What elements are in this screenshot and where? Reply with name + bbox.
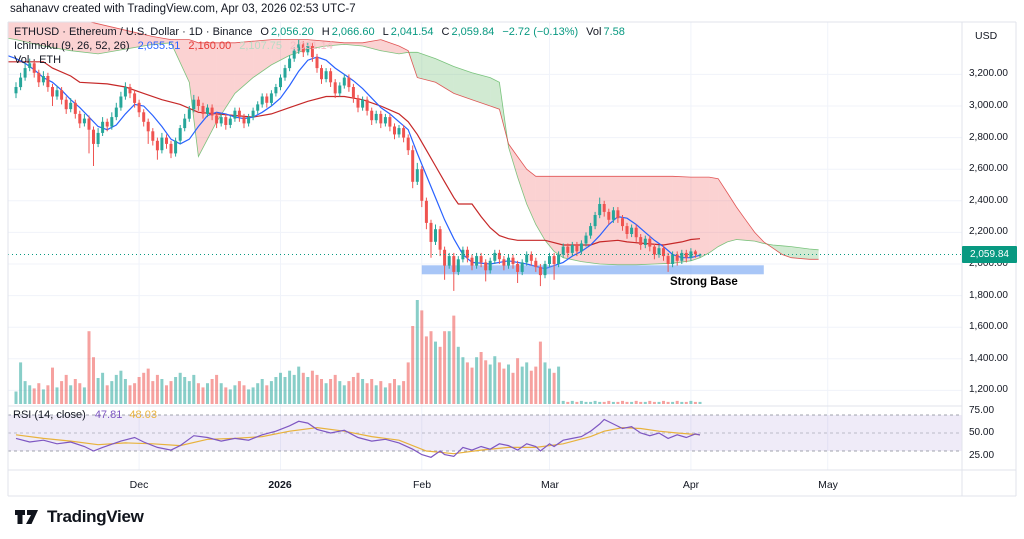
ichimoku-value: 2,107.75 xyxy=(239,40,283,52)
time-tick-Dec: Dec xyxy=(129,479,149,491)
rsi-title[interactable]: RSI (14, close) xyxy=(13,409,86,421)
ichimoku-title[interactable]: Ichimoku (9, 26, 52, 26) xyxy=(14,40,130,52)
time-tick-May: May xyxy=(818,479,838,491)
time-tick-Apr: Apr xyxy=(682,479,700,491)
volume-indicator-title[interactable]: Vol · ETH xyxy=(14,54,62,66)
change-value: −2.72 (−0.13%) xyxy=(502,26,579,38)
ohlc-value: 2,041.54 xyxy=(390,26,434,38)
attribution-text: sahanavv created with TradingView.com, A… xyxy=(10,3,356,15)
ohlc-value: 2,066.60 xyxy=(331,26,375,38)
price-tick: 1,400.00 xyxy=(969,353,1008,364)
vol-label: Vol xyxy=(586,26,602,38)
rsi-value: 47.81 xyxy=(94,409,123,421)
price-tick: 2,600.00 xyxy=(969,163,1008,174)
price-tick: 3,200.00 xyxy=(969,68,1008,79)
volume-legend-row[interactable]: Vol · ETH xyxy=(14,54,63,66)
rsi-tick: 75.00 xyxy=(969,405,995,416)
price-tick: 2,400.00 xyxy=(969,195,1008,206)
ichimoku-legend-row[interactable]: Ichimoku (9, 26, 52, 26) 2,055.51 2,160.00… xyxy=(14,40,337,52)
price-tick: 1,200.00 xyxy=(969,384,1008,395)
tradingview-logo-text: TradingView xyxy=(47,507,144,526)
vol-value: 7.58 xyxy=(603,26,625,38)
ohlc-label: C xyxy=(441,26,450,38)
price-tick: 3,000.00 xyxy=(969,100,1008,111)
symbol-legend-row[interactable]: ETHUSD · Ethereum / U.S. Dollar · 1D · B… xyxy=(14,26,629,38)
ichimoku-value: 2,091.14 xyxy=(290,40,333,52)
ohlc-values: O 2,056.20 H 2,066.60 L 2,041.54 C 2,059.84 −2.7… xyxy=(254,26,626,38)
time-tick-2026: 2026 xyxy=(268,479,292,491)
time-tick-Feb: Feb xyxy=(412,479,432,491)
price-tick: 1,600.00 xyxy=(969,321,1008,332)
rsi-legend-row[interactable]: RSI (14, close) 47.81 48.03 xyxy=(13,409,157,421)
ohlc-value: 2,059.84 xyxy=(451,26,495,38)
currency-label: USD xyxy=(975,30,998,42)
current-price-badge: 2,059.84 xyxy=(962,246,1017,263)
ichimoku-values: 2,055.51 2,160.00 2,107.75 2,091.14 xyxy=(132,40,335,52)
ohlc-value: 2,056.20 xyxy=(270,26,314,38)
price-tick: 2,800.00 xyxy=(969,132,1008,143)
price-tick: 1,800.00 xyxy=(969,290,1008,301)
ichimoku-value: 2,055.51 xyxy=(137,40,181,52)
ohlc-label: L xyxy=(382,26,389,38)
ohlc-label: O xyxy=(260,26,269,38)
price-axis[interactable]: USD 3,200.00 3,000.00 2,800.00 2,600.00 2,40… xyxy=(962,22,1024,496)
rsi-tick: 25.00 xyxy=(969,450,995,461)
ohlc-label: H xyxy=(321,26,330,38)
price-tick: 2,200.00 xyxy=(969,226,1008,237)
rsi-tick: 50.00 xyxy=(969,427,995,438)
time-tick-Mar: Mar xyxy=(540,479,560,491)
ichimoku-value: 2,160.00 xyxy=(188,40,232,52)
time-axis[interactable]: Dec 2026 Feb Mar Apr May xyxy=(8,470,1016,496)
symbol-title[interactable]: ETHUSD · Ethereum / U.S. Dollar · 1D · B… xyxy=(14,26,253,38)
strong-base-annotation[interactable]: Strong Base xyxy=(670,276,738,288)
tradingview-logo-icon xyxy=(15,510,38,524)
price-tick: 2,000.00 xyxy=(969,258,1008,269)
rsi-ma-value: 48.03 xyxy=(129,409,157,421)
tradingview-logo[interactable]: TradingView xyxy=(14,506,144,528)
